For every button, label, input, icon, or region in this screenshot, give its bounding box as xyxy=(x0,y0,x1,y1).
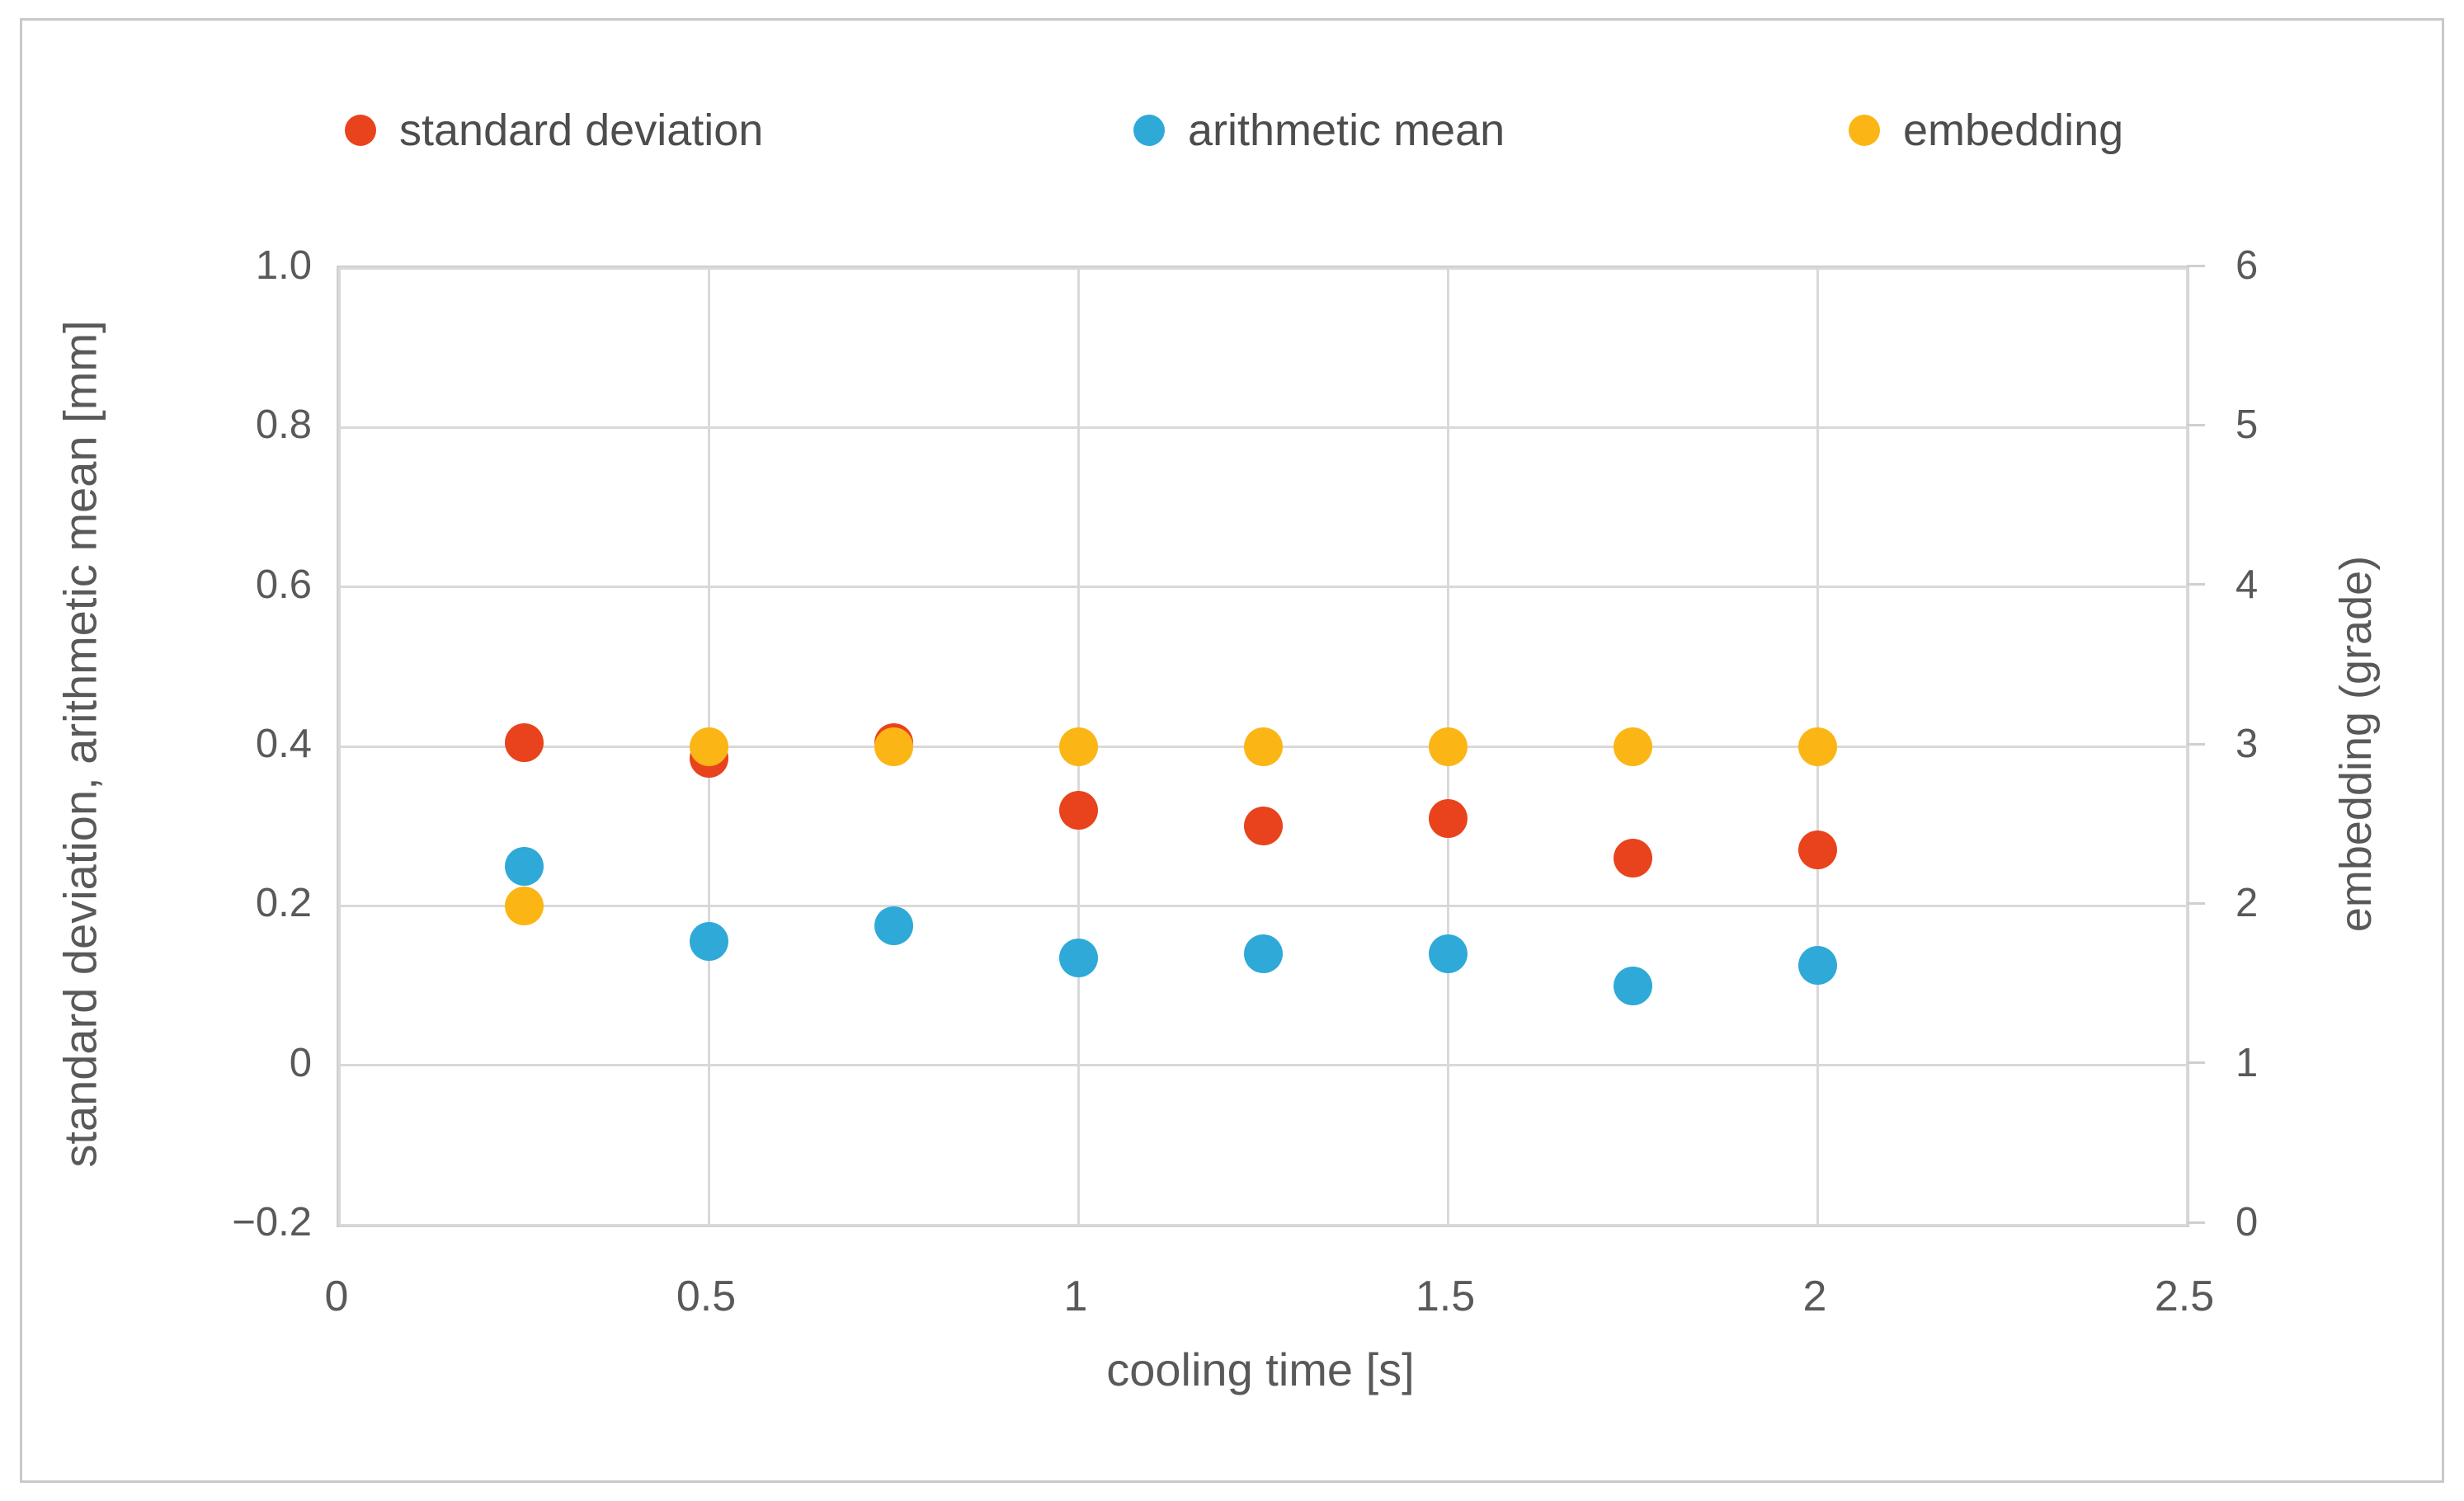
h-gridline xyxy=(339,586,2187,589)
data-point-standard-deviation xyxy=(1613,838,1652,878)
data-point-arithmetic-mean xyxy=(504,846,544,886)
y-tick-label-right: 1 xyxy=(2236,1040,2259,1085)
y-tick-label-right: 5 xyxy=(2236,402,2259,448)
data-point-embedding xyxy=(689,727,728,766)
y-axis-right-tick-mark xyxy=(2187,1221,2205,1224)
data-point-arithmetic-mean xyxy=(874,906,913,945)
data-point-standard-deviation xyxy=(504,722,544,762)
legend-label-standard-deviation: standard deviation xyxy=(399,106,764,155)
legend-item-embedding: embedding xyxy=(1849,97,2123,163)
data-point-embedding xyxy=(504,886,544,925)
y-tick-label-left: 0.8 xyxy=(255,402,312,448)
y-tick-label-right: 4 xyxy=(2236,562,2259,607)
legend-label-arithmetic-mean: arithmetic mean xyxy=(1188,106,1505,155)
y-tick-label-left: 0.6 xyxy=(255,562,312,607)
x-tick-label: 2.5 xyxy=(2154,1273,2215,1320)
legend-marker-embedding-icon xyxy=(1849,115,1880,146)
y-tick-label-right: 3 xyxy=(2236,722,2259,766)
data-point-arithmetic-mean xyxy=(1243,934,1283,973)
h-gridline xyxy=(339,266,2187,270)
y-axis-right-tick-mark xyxy=(2187,583,2205,586)
legend-item-standard-deviation: standard deviation xyxy=(345,97,763,163)
data-point-arithmetic-mean xyxy=(1797,946,1837,986)
data-point-embedding xyxy=(874,727,913,766)
y-axis-title-left: standard deviation, arithmetic mean [mm] xyxy=(54,320,106,1168)
h-gridline xyxy=(339,1064,2187,1067)
y-tick-label-left: 0.2 xyxy=(255,881,312,926)
x-tick-label: 1 xyxy=(1063,1273,1088,1320)
data-point-arithmetic-mean xyxy=(689,922,728,962)
v-gridline xyxy=(2185,268,2188,1225)
legend-item-arithmetic-mean: arithmetic mean xyxy=(1133,97,1505,163)
x-tick-label: 2 xyxy=(1802,1273,1827,1320)
y-tick-label-right: 0 xyxy=(2236,1200,2259,1245)
y-tick-label-left: 0.4 xyxy=(255,722,312,766)
data-point-embedding xyxy=(1058,727,1098,766)
plot-area xyxy=(337,266,2189,1227)
data-point-standard-deviation xyxy=(1797,830,1837,870)
legend-marker-standard-deviation-icon xyxy=(345,115,376,146)
h-gridline xyxy=(339,426,2187,429)
h-gridline xyxy=(339,1223,2187,1226)
legend-marker-arithmetic-mean-icon xyxy=(1133,115,1165,146)
y-axis-right-tick-mark xyxy=(2187,264,2205,267)
data-point-embedding xyxy=(1613,727,1652,766)
legend-label-embedding: embedding xyxy=(1903,106,2124,155)
y-axis-right-tick-mark xyxy=(2187,742,2205,746)
data-point-standard-deviation xyxy=(1058,790,1098,830)
x-axis-title: cooling time [s] xyxy=(1106,1343,1415,1395)
y-tick-label-left: 1.0 xyxy=(255,243,312,288)
figure-border xyxy=(20,18,2444,1483)
data-point-arithmetic-mean xyxy=(1428,934,1468,973)
data-point-embedding xyxy=(1797,727,1837,766)
y-tick-label-left: 0 xyxy=(289,1040,312,1085)
x-tick-label: 0 xyxy=(324,1273,349,1320)
data-point-standard-deviation xyxy=(1428,798,1468,838)
y-axis-title-right: embedding (grade) xyxy=(2331,555,2381,933)
data-point-arithmetic-mean xyxy=(1613,966,1652,1005)
y-tick-label-right: 6 xyxy=(2236,243,2259,288)
data-point-standard-deviation xyxy=(1243,807,1283,846)
y-axis-right-tick-mark xyxy=(2187,901,2205,905)
y-axis-right-tick-mark xyxy=(2187,423,2205,426)
y-axis-right-tick-mark xyxy=(2187,1061,2205,1065)
x-tick-label: 1.5 xyxy=(1415,1273,1476,1320)
data-point-embedding xyxy=(1243,727,1283,766)
data-point-embedding xyxy=(1428,727,1468,766)
x-tick-label: 0.5 xyxy=(676,1273,737,1320)
data-point-arithmetic-mean xyxy=(1058,938,1098,977)
v-gridline xyxy=(337,268,341,1225)
y-tick-label-right: 2 xyxy=(2236,881,2259,926)
y-tick-label-left: −0.2 xyxy=(232,1200,312,1245)
h-gridline xyxy=(339,904,2187,907)
